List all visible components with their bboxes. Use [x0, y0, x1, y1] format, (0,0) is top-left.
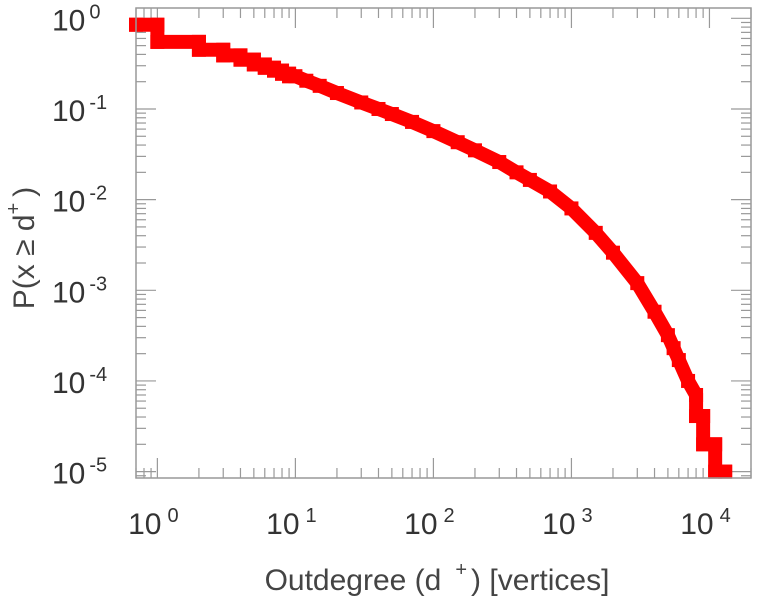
- x-tick-label-exp: 2: [444, 505, 455, 527]
- y-tick-label: 10 -4: [52, 364, 107, 400]
- data-point: [150, 17, 165, 32]
- data-point: [312, 78, 327, 93]
- x-tick-label-base: 10: [404, 508, 437, 541]
- y-axis-label-sup: +: [3, 203, 25, 215]
- y-tick-label: 10 -1: [52, 92, 107, 128]
- data-point: [689, 387, 704, 402]
- data-point: [299, 73, 314, 88]
- y-tick-label: 10 -2: [52, 183, 107, 219]
- y-tick-label-exp: -5: [89, 455, 107, 477]
- y-tick-label-base: 10: [52, 95, 85, 128]
- plot-frame: [135, 7, 752, 479]
- y-tick-label: 10 -5: [52, 455, 107, 491]
- data-point: [354, 95, 369, 110]
- data-point: [522, 172, 537, 187]
- data-point: [588, 225, 603, 240]
- data-point: [450, 135, 465, 150]
- y-axis-label: P(x ≥ d+): [3, 187, 41, 310]
- y-tick-label-exp: -2: [89, 183, 107, 205]
- x-tick-label-exp: 1: [306, 505, 317, 527]
- y-tick-label-base: 10: [52, 276, 85, 309]
- data-point: [467, 143, 482, 158]
- data-point: [509, 165, 524, 180]
- data-point: [696, 409, 711, 424]
- data-point: [660, 328, 675, 343]
- data-point: [671, 353, 686, 368]
- x-tick-label-exp: 3: [582, 505, 593, 527]
- data-point: [708, 437, 723, 452]
- data-point: [405, 114, 420, 129]
- data-point: [216, 48, 231, 63]
- data-point: [630, 276, 645, 291]
- data-point: [384, 107, 399, 122]
- y-tick-label-exp: -1: [89, 92, 107, 114]
- data-series: [129, 17, 733, 479]
- x-tick-label-base: 10: [542, 508, 575, 541]
- y-tick-label: 10 -3: [52, 273, 107, 309]
- y-tick-label-base: 10: [52, 186, 85, 219]
- x-tick-label: 10 0: [128, 505, 179, 541]
- x-tick-label: 10 3: [542, 505, 593, 541]
- x-tick-label-base: 10: [266, 508, 299, 541]
- y-tick-label: 10 0: [52, 1, 101, 37]
- y-tick-label-exp: -3: [89, 273, 107, 295]
- data-point: [543, 184, 558, 199]
- x-tick-label: 10 2: [404, 505, 455, 541]
- y-tick-label-exp: -4: [89, 364, 107, 386]
- x-tick-labels: 10 0 10 1 10 2 10 3 10 4: [128, 505, 731, 541]
- x-axis-label-sup: +: [455, 559, 467, 581]
- x-axis-label: Outdegree (d +) [vertices]: [265, 559, 610, 597]
- x-axis-label-prefix: Outdegree (d: [265, 564, 442, 597]
- data-point: [150, 34, 165, 49]
- x-tick-label: 10 1: [266, 505, 317, 541]
- y-tick-label-exp: 0: [89, 1, 100, 23]
- data-point: [288, 69, 303, 84]
- x-tick-label-base: 10: [680, 508, 713, 541]
- data-point: [718, 464, 733, 479]
- y-axis-label-suffix: ): [8, 187, 41, 197]
- data-point: [329, 86, 344, 101]
- data-point: [426, 124, 441, 139]
- data-point: [696, 437, 711, 452]
- data-point: [666, 341, 681, 356]
- x-tick-label-exp: 4: [720, 505, 731, 527]
- data-point: [564, 201, 579, 216]
- y-tick-label-base: 10: [52, 367, 85, 400]
- data-point: [233, 52, 248, 67]
- data-point: [492, 155, 507, 170]
- x-axis-label-suffix: ) [vertices]: [471, 564, 609, 597]
- data-point: [647, 304, 662, 319]
- data-point: [191, 42, 206, 57]
- x-tick-label-base: 10: [128, 508, 161, 541]
- y-axis-label-prefix: P(x ≥ d: [8, 214, 41, 309]
- data-point: [246, 57, 261, 72]
- data-point: [681, 373, 696, 388]
- data-point: [371, 101, 386, 116]
- y-tick-label-base: 10: [52, 4, 85, 37]
- x-tick-label: 10 4: [680, 505, 731, 541]
- y-tick-label-base: 10: [52, 458, 85, 491]
- data-point: [605, 245, 620, 260]
- x-tick-label-exp: 0: [168, 505, 179, 527]
